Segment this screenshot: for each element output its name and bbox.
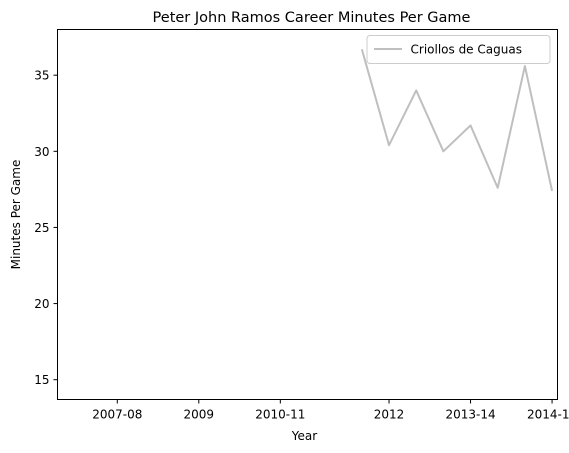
y-tick-label: 35 [34,69,49,83]
y-axis-label: Minutes Per Game [9,160,23,270]
chart-title: Peter John Ramos Career Minutes Per Game [153,10,471,26]
y-tick-label: 30 [34,145,49,159]
legend-label: Criollos de Caguas [411,43,522,57]
y-tick-label: 20 [34,297,49,311]
x-tick-label: 2010-11 [255,408,305,422]
x-tick-label: 2012 [374,408,405,422]
plot-frame [57,29,558,400]
x-tick-label: 2014-15 [527,408,569,422]
y-tick-label: 15 [34,373,49,387]
x-tick-label: 2013-14 [445,408,495,422]
x-tick-label: 2009 [184,408,215,422]
x-axis-label: Year [291,429,317,443]
series-line-0 [360,49,554,192]
legend-box [366,35,551,64]
x-tick-label: 2007-08 [92,408,142,422]
y-tick-label: 25 [34,221,49,235]
legend: Criollos de Caguas [366,35,551,64]
